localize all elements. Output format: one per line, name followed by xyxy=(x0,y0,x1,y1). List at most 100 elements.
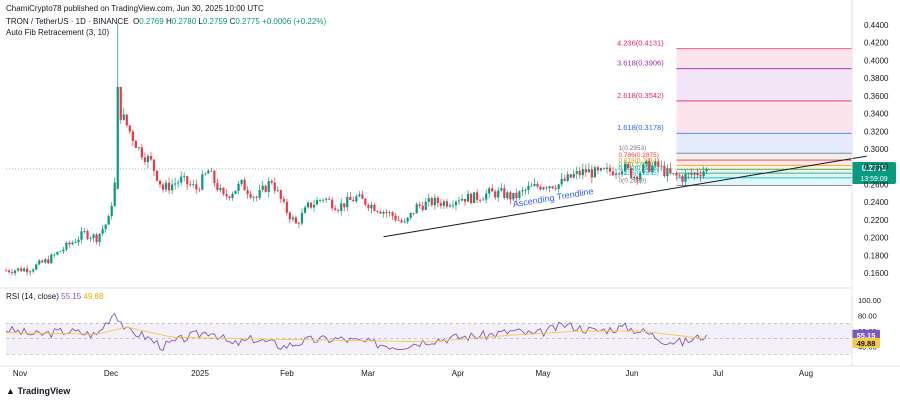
symbol-label[interactable]: TRON / TetherUS · 1D · BINANCE xyxy=(6,17,129,26)
x-tick-label: Nov xyxy=(13,369,27,378)
candle-body xyxy=(617,173,621,175)
tv-logo-icon: ▲ xyxy=(6,386,15,396)
candle-body xyxy=(328,198,331,200)
candle-body xyxy=(231,193,234,198)
candle-body xyxy=(476,192,479,200)
candle-body xyxy=(506,192,509,199)
fib-zone xyxy=(676,48,852,69)
candle-body xyxy=(306,202,310,208)
candle-body xyxy=(68,242,71,245)
candle-body xyxy=(412,212,415,214)
fib-label: 0.618(0.2814) xyxy=(618,157,658,164)
candle-body xyxy=(125,114,128,126)
candle-body xyxy=(421,205,424,210)
candle-body xyxy=(4,270,8,272)
candle-body xyxy=(315,200,319,205)
tradingview-logo[interactable]: ▲ TradingView xyxy=(6,386,70,396)
time-axis: Nov Dec 2025 Feb Mar Apr May Jun Jul Aug xyxy=(0,0,900,378)
candle-body xyxy=(174,183,177,185)
candle-body xyxy=(340,203,343,211)
candle-body xyxy=(38,260,41,265)
candle-body xyxy=(705,168,708,172)
fib-label: 0(0.2589) xyxy=(618,177,646,184)
rsi-label[interactable]: RSI (14, close) xyxy=(6,292,59,301)
candle-body xyxy=(192,184,195,186)
candle-body xyxy=(155,170,159,181)
candle-body xyxy=(119,86,122,120)
candle-body xyxy=(448,205,452,207)
fib-zone xyxy=(676,165,852,170)
candle-body xyxy=(204,173,207,175)
candle-body xyxy=(122,114,125,120)
candle-body xyxy=(512,192,515,200)
candle-body xyxy=(605,167,609,169)
candle-body xyxy=(503,188,506,199)
candle-body xyxy=(300,212,304,224)
candle-body xyxy=(451,205,455,207)
candle-body xyxy=(696,173,699,176)
candle-body xyxy=(225,194,228,197)
candle-body xyxy=(473,192,476,204)
candle-body xyxy=(403,221,406,223)
indicator-label[interactable]: Auto Fib Retracement (3, 10) xyxy=(6,28,110,37)
candle-body xyxy=(186,176,189,185)
candle-body xyxy=(352,199,355,202)
candle-body xyxy=(654,161,657,166)
price-axis: 0.4400 0.4200 0.4000 0.3800 0.3600 0.3400 0.32… xyxy=(864,21,889,278)
fib-zone xyxy=(676,100,852,134)
candle-body xyxy=(74,242,77,243)
candle-body xyxy=(80,231,83,240)
candle-body xyxy=(294,217,298,224)
candle-body xyxy=(285,201,288,213)
x-tick-label: Feb xyxy=(280,369,294,378)
candle-body xyxy=(515,192,518,199)
candle-body xyxy=(624,164,627,172)
fib-label: 0.5(0.2771) xyxy=(618,161,651,168)
candle-body xyxy=(400,220,403,223)
candle-body xyxy=(273,182,276,191)
candle-body xyxy=(479,199,482,201)
candle-body xyxy=(590,169,593,178)
candle-body xyxy=(343,203,346,208)
candle-body xyxy=(500,188,503,191)
candle-body xyxy=(539,186,542,190)
candle-body xyxy=(23,268,26,272)
candle-body xyxy=(687,173,690,175)
candle-body xyxy=(201,174,204,190)
candle-body xyxy=(551,186,554,189)
x-tick-label: 2025 xyxy=(191,369,209,378)
candle-body xyxy=(554,188,557,190)
fib-label: 1.618(0.3178) xyxy=(617,123,664,132)
candle-body xyxy=(10,272,14,274)
candle-body xyxy=(678,175,681,177)
trendline-annotation: Ascending Trendline xyxy=(512,186,594,209)
fib-zone xyxy=(676,68,852,101)
candle-body xyxy=(666,168,669,177)
rsi-ma-badge xyxy=(852,337,880,348)
candle-body xyxy=(397,220,400,221)
candle-body xyxy=(334,208,337,211)
candle-body xyxy=(189,184,192,186)
candle-body xyxy=(524,189,527,191)
fib-label: 2.618(0.3542) xyxy=(617,91,664,100)
candle-body xyxy=(536,183,539,187)
candle-body xyxy=(29,271,32,273)
candle-body xyxy=(95,234,98,243)
candle-body xyxy=(379,211,382,214)
candle-body xyxy=(35,264,38,270)
candle-body xyxy=(488,188,491,194)
y-tick-label: 0.4000 xyxy=(864,56,889,65)
candle-body xyxy=(457,200,461,202)
candle-body xyxy=(261,185,264,190)
close-label: C xyxy=(229,17,236,26)
candle-body xyxy=(213,171,216,184)
candle-body xyxy=(98,233,101,243)
candle-body xyxy=(409,212,412,218)
y-tick-label: 0.3800 xyxy=(864,74,889,83)
fib-zone xyxy=(676,153,852,161)
y-tick-label: 0.4400 xyxy=(864,21,889,30)
x-tick-label: May xyxy=(535,369,550,378)
candle-body xyxy=(406,217,409,222)
